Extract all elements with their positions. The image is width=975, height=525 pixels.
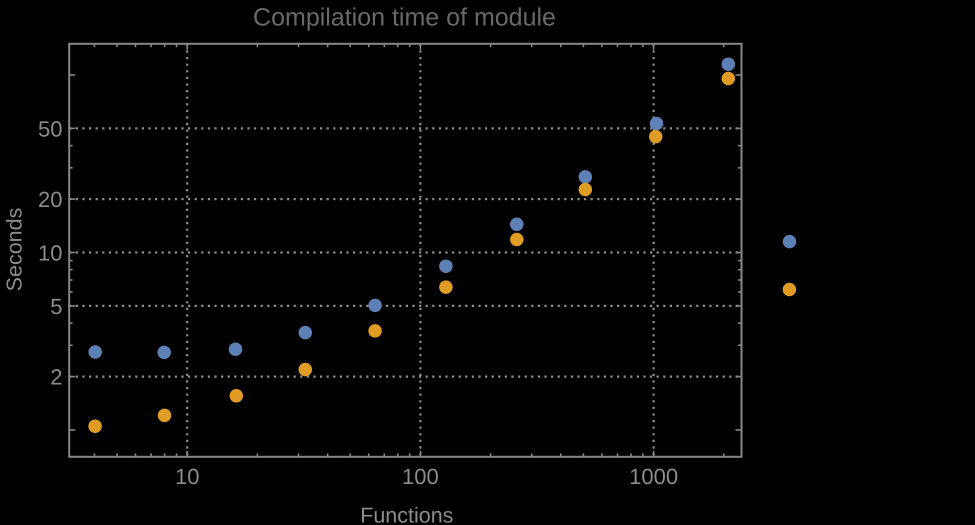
svg-text:Compilation time of module: Compilation time of module [253, 3, 556, 31]
svg-text:10: 10 [38, 241, 62, 266]
svg-text:Seconds: Seconds [2, 208, 26, 292]
svg-text:1000: 1000 [629, 464, 678, 489]
svg-text:2: 2 [50, 365, 62, 390]
svg-text:Functions: Functions [360, 504, 453, 525]
svg-text:50: 50 [38, 117, 62, 142]
svg-text:10: 10 [175, 464, 199, 489]
svg-text:5: 5 [50, 294, 62, 319]
svg-text:100: 100 [402, 464, 439, 489]
svg-text:20: 20 [38, 187, 62, 212]
